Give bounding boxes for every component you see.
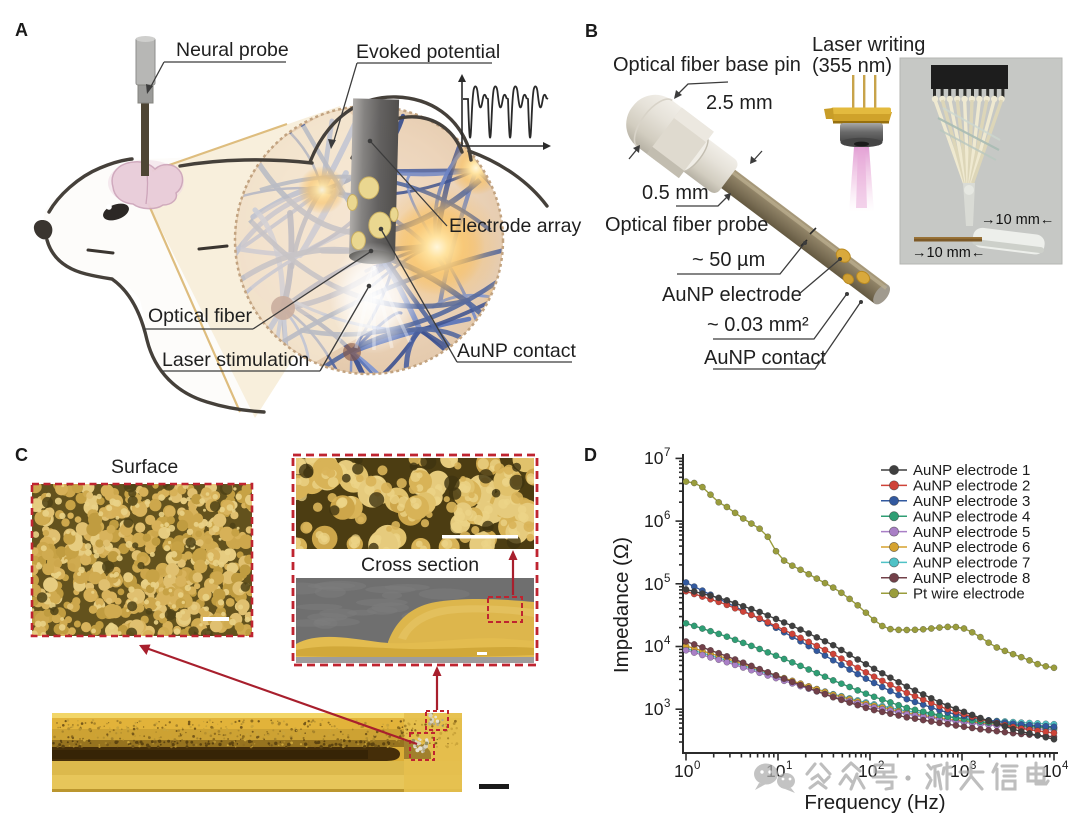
svg-text:Optical fiber base pin: Optical fiber base pin <box>613 54 801 76</box>
svg-text:(355 nm): (355 nm) <box>812 55 892 77</box>
svg-text:→10 mm←: →10 mm← <box>912 245 985 261</box>
svg-text:AuNP contact: AuNP contact <box>457 340 576 362</box>
svg-text:AuNP electrode 8: AuNP electrode 8 <box>913 570 1030 587</box>
svg-text:10: 10 <box>674 761 694 781</box>
svg-text:10: 10 <box>1042 761 1062 781</box>
svg-text:7: 7 <box>664 447 670 459</box>
svg-text:D: D <box>584 445 597 465</box>
svg-text:C: C <box>15 445 28 465</box>
svg-text:AuNP electrode: AuNP electrode <box>662 284 802 306</box>
svg-text:AuNP contact: AuNP contact <box>704 347 826 369</box>
svg-text:AuNP electrode 6: AuNP electrode 6 <box>913 539 1030 556</box>
svg-text:Surface: Surface <box>111 456 178 478</box>
svg-text:Pt wire electrode: Pt wire electrode <box>913 585 1025 602</box>
svg-text:AuNP electrode 7: AuNP electrode 7 <box>913 555 1030 572</box>
svg-text:10: 10 <box>644 699 664 719</box>
svg-text:AuNP electrode 3: AuNP electrode 3 <box>913 493 1030 510</box>
svg-text:10: 10 <box>644 574 664 594</box>
svg-text:Electrode array: Electrode array <box>449 215 581 237</box>
svg-text:0: 0 <box>694 760 700 772</box>
svg-text:Frequency (Hz): Frequency (Hz) <box>804 791 945 814</box>
svg-text:AuNP electrode 4: AuNP electrode 4 <box>913 508 1030 525</box>
svg-text:Evoked potential: Evoked potential <box>356 41 500 63</box>
svg-text:10: 10 <box>644 636 664 656</box>
svg-text:10: 10 <box>644 448 664 468</box>
svg-text:~ 50 µm: ~ 50 µm <box>692 249 765 271</box>
svg-text:4: 4 <box>664 635 671 647</box>
svg-text:Optical fiber: Optical fiber <box>148 305 253 327</box>
svg-text:4: 4 <box>1062 760 1069 772</box>
svg-text:Laser stimulation: Laser stimulation <box>162 349 309 371</box>
svg-text:5: 5 <box>664 573 670 585</box>
svg-text:AuNP electrode 1: AuNP electrode 1 <box>913 462 1030 479</box>
svg-text:Impedance (Ω): Impedance (Ω) <box>610 537 633 673</box>
svg-text:AuNP electrode 2: AuNP electrode 2 <box>913 478 1030 495</box>
svg-text:3: 3 <box>664 698 670 710</box>
svg-text:6: 6 <box>664 510 670 522</box>
svg-text:Cross section: Cross section <box>361 554 479 576</box>
svg-text:A: A <box>15 20 28 40</box>
svg-text:Neural probe: Neural probe <box>176 39 289 61</box>
svg-text:~ 0.03 mm²: ~ 0.03 mm² <box>707 314 809 336</box>
svg-text:10: 10 <box>644 511 664 531</box>
svg-text:Laser writing: Laser writing <box>812 34 925 56</box>
svg-text:B: B <box>585 21 598 41</box>
svg-text:0.5 mm: 0.5 mm <box>642 182 709 204</box>
svg-text:AuNP electrode 5: AuNP electrode 5 <box>913 524 1030 541</box>
svg-text:→10 mm←: →10 mm← <box>981 212 1054 228</box>
svg-text:2.5 mm: 2.5 mm <box>706 92 773 114</box>
svg-text:3: 3 <box>970 760 976 772</box>
svg-text:Optical fiber probe: Optical fiber probe <box>605 214 768 236</box>
svg-text:1: 1 <box>786 760 792 772</box>
